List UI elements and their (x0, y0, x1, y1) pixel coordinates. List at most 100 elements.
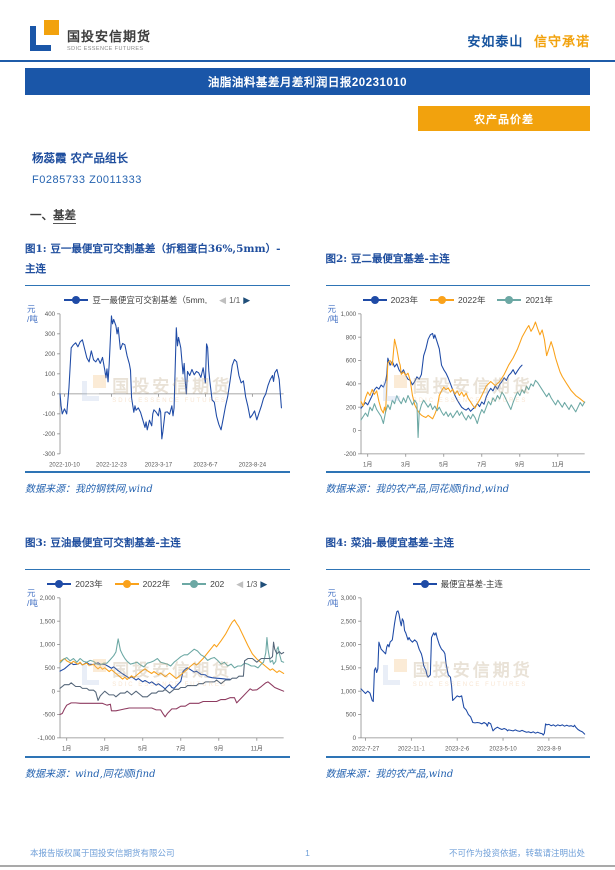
legend-item[interactable]: 2023年 (362, 294, 419, 306)
legend-marker-icon (362, 296, 387, 304)
legend-item[interactable]: 2022年 (114, 578, 171, 590)
figure-2-chart-area: 2023年 2022年 2021年 元/吨 1,000 800 600 400 200 0 -2… (326, 292, 591, 469)
company-name-en: SDIC ESSENCE FUTURES (67, 46, 144, 52)
figure-2: 图2: 豆二最便宜基差-主连 2023年 2022年 2021年 元/吨 1,000… (325, 237, 591, 495)
footer-disclaimer: 不可作为投资依据，转载请注明出处 (449, 848, 586, 858)
pager-prev-icon[interactable]: ◀ (219, 294, 227, 305)
chart-legend: 2023年 2022年 2021年 (326, 292, 591, 308)
pager-next-icon[interactable]: ▶ (260, 578, 268, 589)
svg-text:2023-8-9: 2023-8-9 (536, 747, 561, 753)
header-divider (0, 60, 615, 62)
section-heading: 一、基差 (30, 207, 76, 224)
legend-label: 2022年 (458, 295, 486, 305)
company-logo-icon (30, 20, 60, 52)
y-axis-unit: 元/吨 (327, 588, 339, 609)
y-axis-unit: 元/吨 (327, 304, 339, 324)
svg-text:11月: 11月 (251, 746, 263, 753)
legend-pager: ◀ 1/1 ▶ (219, 295, 250, 306)
svg-text:2023-5-10: 2023-5-10 (489, 747, 517, 753)
figure-4-chart-area: 最便宜基差-主连 元/吨 3,000 2,500 2,000 1,500 1,000 50… (326, 576, 591, 753)
pager-prev-icon[interactable]: ◀ (236, 578, 244, 589)
chart-canvas: 3,000 2,500 2,000 1,500 1,000 500 0 2022-7-27 20… (340, 595, 585, 753)
svg-text:2,000: 2,000 (340, 642, 356, 649)
svg-text:-200: -200 (43, 431, 56, 438)
figure-divider (25, 471, 290, 474)
legend-item[interactable]: 豆一最便宜可交割基差（5mm, (64, 294, 207, 306)
svg-text:1,500: 1,500 (40, 619, 56, 626)
legend-marker-icon (412, 580, 437, 589)
figure-divider (325, 755, 590, 758)
category-badge: 农产品价差 (418, 106, 590, 131)
legend-marker-icon (114, 580, 139, 589)
logo-orange-shape (44, 20, 59, 35)
company-name: 国投安信期货 (67, 28, 152, 44)
figure-4-title: 图4: 菜油-最便宜基差-主连 (325, 521, 590, 571)
svg-text:3,000: 3,000 (340, 595, 356, 602)
pager-next-icon[interactable]: ▶ (243, 294, 251, 305)
legend-item[interactable]: 202 (182, 579, 224, 589)
section-title: 基差 (53, 208, 76, 224)
line-chart: 3,000 2,500 2,000 1,500 1,000 500 0 2022-7-27 20… (326, 592, 591, 753)
figures-grid: 图1: 豆一最便宜可交割基差（折粗蛋白36%,5mm）-主连 豆一最便宜可交割基… (25, 237, 590, 780)
page-number: 1 (305, 848, 310, 858)
company-slogan: 安如泰山 信守承诺 (467, 31, 590, 52)
line-chart: 2,000 1,500 1,000 500 0 -500 -1,000 1月 3月 5月 7月 9月 1… (25, 592, 290, 753)
svg-text:3月: 3月 (401, 462, 410, 469)
figure-1-chart-area: 豆一最便宜可交割基差（5mm, ◀ 1/1 ▶ 元/吨 400 300 200 100 0 -1… (25, 292, 290, 469)
svg-text:1,000: 1,000 (340, 689, 356, 696)
svg-text:500: 500 (345, 712, 356, 719)
svg-text:-300: -300 (43, 451, 56, 458)
figure-2-title: 图2: 豆二最便宜基差-主连 (325, 237, 590, 286)
svg-text:7月: 7月 (477, 462, 486, 469)
legend-marker-icon (497, 296, 522, 304)
svg-text:2,500: 2,500 (340, 619, 356, 626)
svg-text:9月: 9月 (214, 746, 223, 753)
svg-text:2022-10-10: 2022-10-10 (49, 463, 80, 469)
legend-item[interactable]: 最便宜基差-主连 (412, 578, 503, 590)
pager-label: 1/1 (229, 295, 241, 305)
legend-marker-icon (430, 296, 455, 304)
chart-canvas: 1,000 800 600 400 200 0 -200 1月 3月 5月 7月 9月 11月 (340, 311, 585, 469)
figure-divider (325, 471, 590, 474)
legend-marker-icon (64, 296, 89, 304)
legend-item[interactable]: 2021年 (497, 294, 553, 306)
svg-text:0: 0 (352, 428, 356, 435)
svg-text:100: 100 (45, 371, 56, 378)
slogan-blue: 安如泰山 (467, 34, 524, 49)
svg-text:3月: 3月 (100, 746, 109, 753)
svg-text:0: 0 (352, 735, 356, 742)
svg-text:800: 800 (345, 334, 356, 341)
page-header: 国投安信期货 SDIC ESSENCE FUTURES 安如泰山 信守承诺 (30, 20, 590, 52)
pager-label: 1/3 (246, 579, 258, 589)
svg-text:7月: 7月 (176, 746, 185, 753)
svg-text:2023-3-17: 2023-3-17 (145, 463, 173, 469)
svg-text:1,000: 1,000 (340, 311, 356, 318)
figure-1-title: 图1: 豆一最便宜可交割基差（折粗蛋白36%,5mm）-主连 (25, 237, 290, 286)
svg-text:200: 200 (345, 404, 356, 411)
legend-item[interactable]: 2022年 (430, 294, 485, 306)
svg-text:300: 300 (45, 331, 56, 338)
legend-marker-icon (47, 580, 72, 589)
svg-text:2022-12-23: 2022-12-23 (96, 463, 127, 469)
author-name: 杨蕊霞 农产品组长 (32, 151, 129, 165)
author-block: 杨蕊霞 农产品组长 F0285733 Z0011333 (32, 148, 142, 191)
svg-text:11月: 11月 (551, 462, 563, 469)
svg-text:2023-8-24: 2023-8-24 (239, 463, 267, 469)
line-chart: 1,000 800 600 400 200 0 -200 1月 3月 5月 7月 9月 11月 (326, 308, 591, 469)
figure-3-chart-area: 2023年 2022年 202 ◀ 1/3 ▶ 元/吨 2,000 1,500 1,000 50… (25, 576, 290, 753)
footer-divider (0, 865, 615, 867)
svg-text:1月: 1月 (62, 746, 71, 753)
figure-3-source: 数据来源：wind,同花顺ifind (25, 768, 156, 780)
legend-item[interactable]: 2023年 (47, 578, 103, 590)
svg-text:5月: 5月 (138, 746, 147, 753)
svg-text:-100: -100 (43, 411, 56, 418)
svg-text:400: 400 (345, 381, 356, 388)
svg-text:-200: -200 (343, 451, 356, 458)
report-title-bar: 油脂油料基差月差利润日报20231010 (25, 68, 590, 95)
svg-text:2022-7-27: 2022-7-27 (351, 747, 379, 753)
legend-label: 2023年 (390, 295, 419, 305)
figure-1: 图1: 豆一最便宜可交割基差（折粗蛋白36%,5mm）-主连 豆一最便宜可交割基… (25, 237, 290, 495)
svg-text:600: 600 (345, 358, 356, 365)
figure-1-source: 数据来源：我的钢铁网,wind (25, 484, 153, 496)
legend-label: 2022年 (142, 579, 171, 590)
